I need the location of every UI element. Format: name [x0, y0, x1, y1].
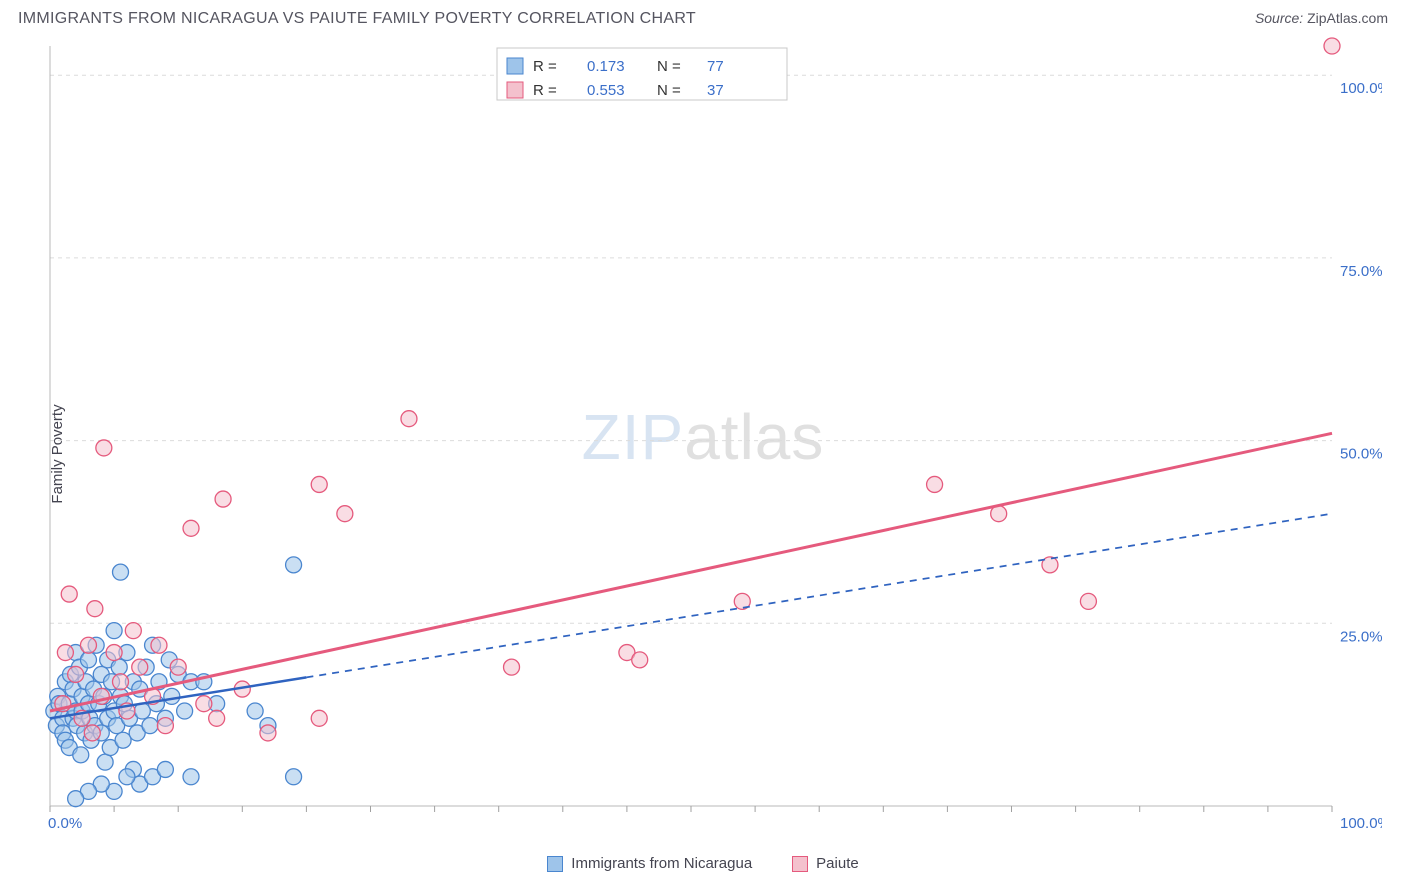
legend-r-value: 0.173: [587, 58, 625, 75]
scatter-point: [927, 476, 943, 492]
scatter-point: [97, 754, 113, 770]
legend-label: Immigrants from Nicaragua: [571, 855, 752, 872]
legend-n-label: N =: [657, 82, 681, 99]
ytick-label: 100.0%: [1340, 80, 1382, 97]
scatter-point: [111, 659, 127, 675]
chart-header: IMMIGRANTS FROM NICARAGUA VS PAIUTE FAMI…: [0, 0, 1406, 34]
scatter-point: [68, 666, 84, 682]
scatter-point: [106, 645, 122, 661]
scatter-point: [119, 769, 135, 785]
chart-source: Source: ZipAtlas.com: [1255, 10, 1388, 26]
scatter-point: [311, 710, 327, 726]
scatter-point: [68, 791, 84, 807]
source-value: ZipAtlas.com: [1307, 10, 1388, 26]
legend-swatch: [507, 82, 523, 98]
legend-label: Paiute: [816, 855, 859, 872]
xtick-label-left: 0.0%: [48, 815, 82, 832]
scatter-plot: 25.0% 50.0% 75.0% 100.0% 0.0% 100.0% R = 0.173 N…: [42, 34, 1382, 854]
xtick-label-right: 100.0%: [1340, 815, 1382, 832]
chart-area: Family Poverty ZIPatlas 25.0%50.0%75.0%1…: [0, 34, 1406, 874]
scatter-point: [84, 725, 100, 741]
footer-legend-item: Paiute: [792, 855, 859, 872]
scatter-point: [260, 725, 276, 741]
scatter-point: [113, 564, 129, 580]
ytick-label: 25.0%: [1340, 628, 1382, 645]
footer-legend: Immigrants from Nicaragua Paiute: [0, 855, 1406, 872]
scatter-point: [142, 718, 158, 734]
scatter-point: [632, 652, 648, 668]
legend-swatch: [792, 856, 808, 872]
legend-n-label: N =: [657, 58, 681, 75]
scatter-point: [401, 411, 417, 427]
legend-swatch: [507, 58, 523, 74]
scatter-point: [80, 652, 96, 668]
legend-swatch: [547, 856, 563, 872]
scatter-point: [113, 674, 129, 690]
trend-line: [50, 433, 1332, 711]
source-label: Source:: [1255, 10, 1303, 26]
legend-n-value: 77: [707, 58, 724, 75]
legend-r-label: R =: [533, 82, 557, 99]
scatter-point: [57, 645, 73, 661]
scatter-point: [196, 696, 212, 712]
footer-legend-item: Immigrants from Nicaragua: [547, 855, 752, 872]
scatter-point: [170, 659, 186, 675]
scatter-point: [247, 703, 263, 719]
scatter-point: [157, 761, 173, 777]
scatter-point: [183, 520, 199, 536]
scatter-point: [164, 688, 180, 704]
scatter-point: [96, 440, 112, 456]
legend-n-value: 37: [707, 82, 724, 99]
scatter-point: [183, 769, 199, 785]
scatter-point: [106, 623, 122, 639]
ytick-label: 50.0%: [1340, 446, 1382, 463]
scatter-point: [132, 659, 148, 675]
scatter-point: [87, 601, 103, 617]
scatter-point: [504, 659, 520, 675]
scatter-point: [115, 732, 131, 748]
scatter-point: [80, 637, 96, 653]
legend-r-value: 0.553: [587, 82, 625, 99]
scatter-point: [125, 623, 141, 639]
scatter-point: [73, 747, 89, 763]
scatter-point: [1080, 593, 1096, 609]
trend-line-dashed: [306, 514, 1332, 678]
scatter-point: [337, 506, 353, 522]
scatter-point: [61, 586, 77, 602]
scatter-point: [151, 637, 167, 653]
scatter-point: [157, 718, 173, 734]
ytick-label: 75.0%: [1340, 263, 1382, 280]
chart-title: IMMIGRANTS FROM NICARAGUA VS PAIUTE FAMI…: [18, 10, 696, 28]
scatter-point: [1324, 38, 1340, 54]
scatter-point: [177, 703, 193, 719]
legend-r-label: R =: [533, 58, 557, 75]
scatter-point: [286, 769, 302, 785]
scatter-point: [209, 710, 225, 726]
scatter-point: [215, 491, 231, 507]
scatter-point: [286, 557, 302, 573]
scatter-point: [311, 476, 327, 492]
